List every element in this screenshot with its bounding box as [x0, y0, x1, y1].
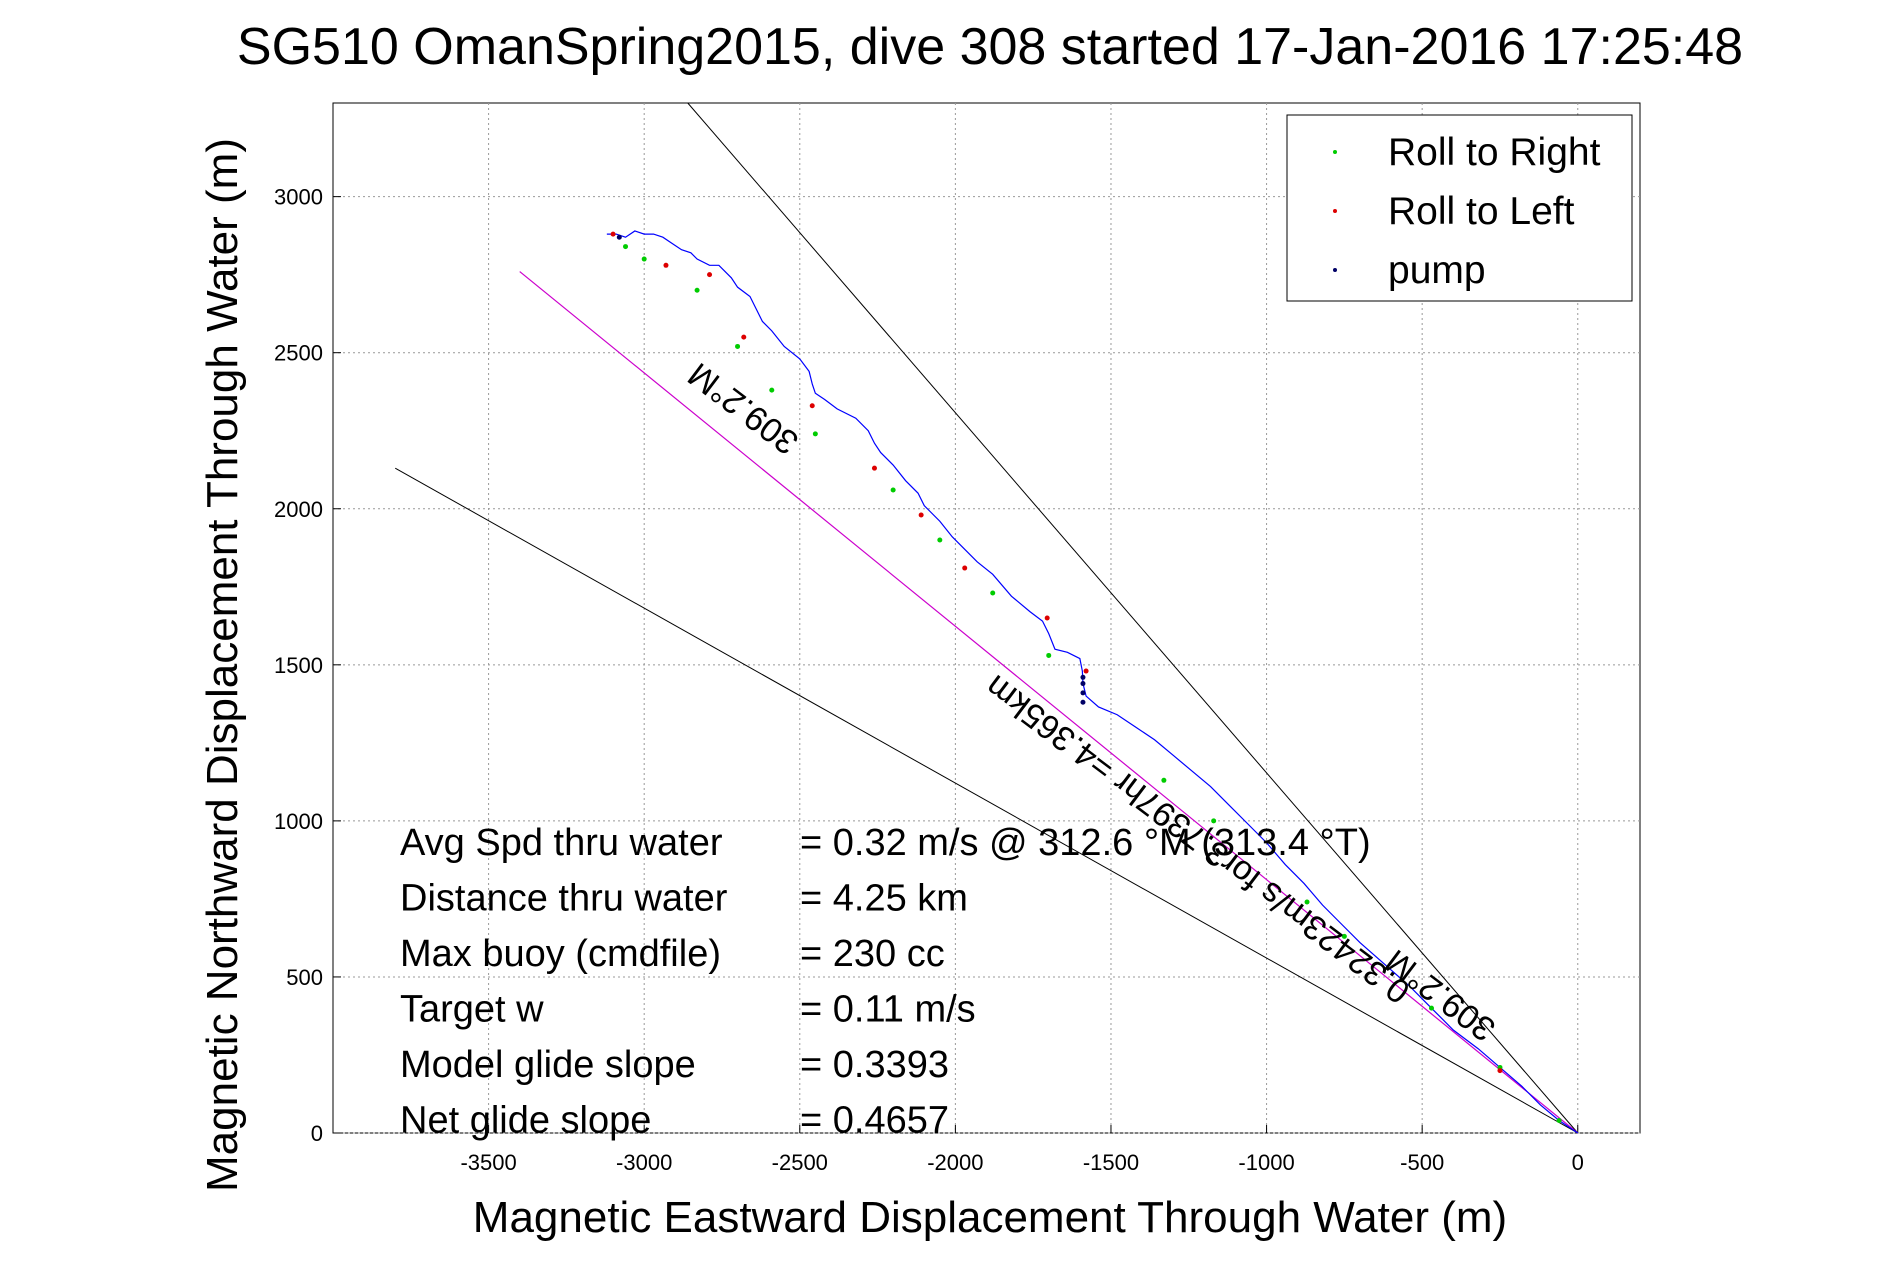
x-tick-label: -1000 [1238, 1150, 1294, 1175]
stat-value: = 0.3393 [800, 1044, 949, 1086]
legend-marker [1333, 150, 1337, 154]
roll-right-point [890, 487, 896, 493]
bound-line [687, 102, 1579, 1134]
y-tick-label: 500 [286, 965, 323, 990]
stat-label: Avg Spd thru water [400, 822, 723, 864]
roll-left-point [1044, 615, 1050, 621]
y-tick-label: 3000 [274, 185, 323, 210]
roll-left-point [871, 465, 877, 471]
stat-value: = 4.25 km [800, 878, 968, 920]
heading-line [519, 271, 1579, 1134]
roll-right-point [812, 431, 818, 437]
x-tick-label: 0 [1572, 1150, 1584, 1175]
roll-left-markers [610, 231, 1503, 1074]
chart-title: SG510 OmanSpring2015, dive 308 started 1… [237, 18, 1743, 76]
bound-line [394, 467, 1579, 1134]
roll-left-point [1497, 1068, 1503, 1074]
x-axis-ticks: -3500 -3000 -2500 -2000 -1500 -1000 -500 0 [460, 1125, 1584, 1175]
pump-point [1080, 699, 1086, 705]
pump-point [1080, 690, 1086, 696]
y-tick-label: 2500 [274, 341, 323, 366]
roll-left-point [610, 231, 616, 237]
legend-box [1286, 114, 1633, 302]
roll-left-point [918, 512, 924, 518]
roll-left-point [809, 403, 815, 409]
roll-right-point [735, 343, 741, 349]
roll-right-point [1429, 1005, 1435, 1011]
roll-right-point [1161, 777, 1167, 783]
x-axis-label: Magnetic Eastward Displacement Through W… [473, 1193, 1507, 1242]
roll-left-point [707, 272, 713, 278]
stat-label: Distance thru water [400, 878, 728, 920]
roll-right-point [1556, 1118, 1562, 1124]
pump-markers [616, 234, 1086, 705]
stat-label: Net glide slope [400, 1100, 651, 1142]
legend-marker [1333, 268, 1337, 272]
legend-marker [1333, 209, 1337, 213]
stat-label: Model glide slope [400, 1044, 696, 1086]
y-tick-label: 0 [311, 1121, 323, 1146]
x-tick-label: -3000 [616, 1150, 672, 1175]
roll-right-point [641, 256, 647, 262]
stat-value: = 230 cc [800, 933, 945, 975]
y-axis-label: Magnetic Northward Displacement Through … [198, 138, 247, 1192]
track-series [606, 230, 1579, 1134]
stat-value: = 0.11 m/s [800, 989, 976, 1031]
pump-point [1080, 681, 1086, 687]
x-tick-label: -2000 [927, 1150, 983, 1175]
y-tick-label: 1500 [274, 653, 323, 678]
pump-point [616, 234, 622, 240]
pump-point [1080, 674, 1086, 680]
legend-entry-label: Roll to Right [1388, 131, 1601, 174]
roll-left-point [1083, 668, 1089, 674]
roll-left-point [663, 262, 669, 268]
roll-right-point [769, 387, 775, 393]
y-tick-label: 1000 [274, 809, 323, 834]
stats-block: Avg Spd thru water = 0.32 m/s @ 312.6 °M … [400, 822, 1371, 1142]
stat-label: Max buoy (cmdfile) [400, 933, 721, 975]
roll-right-point [990, 590, 996, 596]
stat-label: Target w [400, 989, 544, 1031]
heading-line-path [519, 271, 1579, 1134]
roll-right-point [937, 537, 943, 543]
roll-right-point [694, 287, 700, 293]
x-tick-label: -500 [1400, 1150, 1444, 1175]
stat-value: = 0.4657 [800, 1100, 949, 1142]
legend: Roll to Right Roll to Left pump [1286, 114, 1633, 302]
roll-right-point [1341, 933, 1347, 939]
x-tick-label: -1500 [1083, 1150, 1139, 1175]
roll-right-point [1046, 652, 1052, 658]
legend-entry-label: Roll to Left [1388, 190, 1575, 233]
y-tick-label: 2000 [274, 497, 323, 522]
x-tick-label: -3500 [460, 1150, 516, 1175]
roll-left-point [741, 334, 747, 340]
y-axis-ticks: 0 500 1000 1500 2000 2500 3000 [274, 185, 341, 1146]
legend-entry-label: pump [1388, 249, 1486, 292]
roll-right-point [623, 244, 629, 250]
roll-right-point [1211, 818, 1217, 824]
roll-right-point [1304, 899, 1310, 905]
stat-value: = 0.32 m/s @ 312.6 °M (313.4 °T) [800, 822, 1371, 864]
track-line [606, 230, 1579, 1134]
x-tick-label: -2500 [772, 1150, 828, 1175]
bound-lines [394, 102, 1579, 1134]
roll-right-markers [623, 244, 1562, 1124]
roll-left-point [962, 565, 968, 571]
